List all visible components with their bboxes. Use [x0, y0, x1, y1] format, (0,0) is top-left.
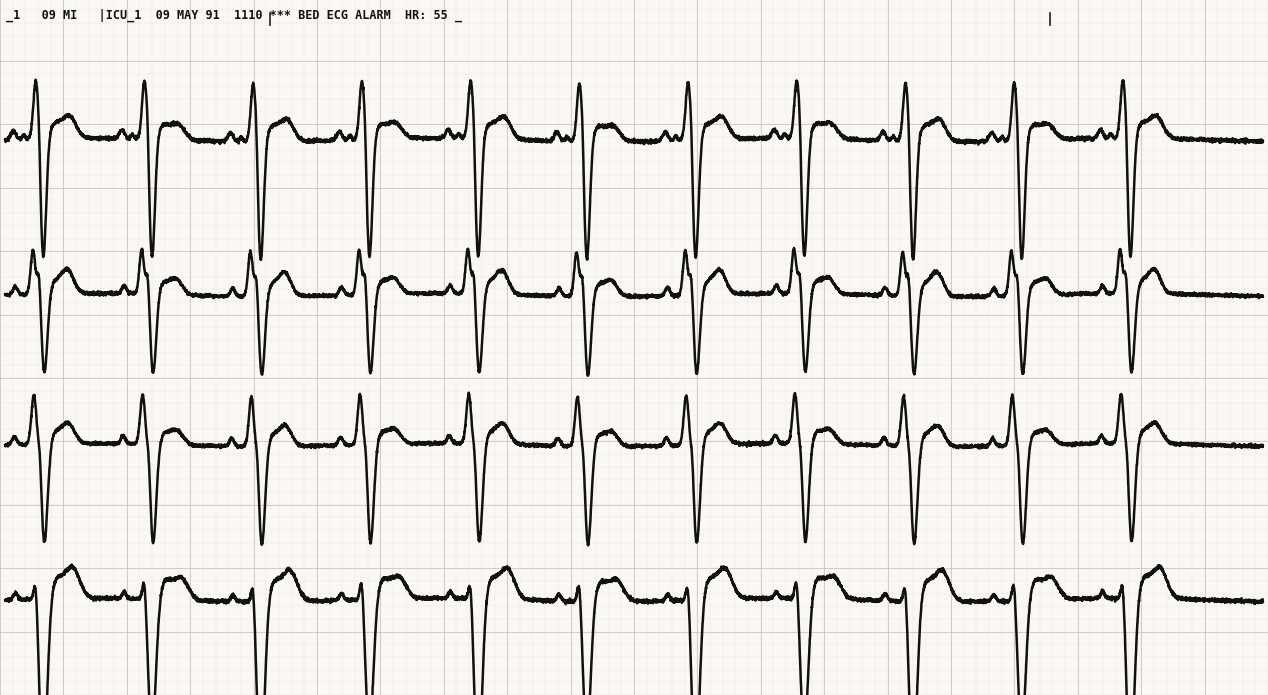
- Text: _1   09 MI   |ICU_1  09 MAY 91  1110 *** BED ECG ALARM  HR: 55 _: _1 09 MI |ICU_1 09 MAY 91 1110 *** BED E…: [6, 9, 462, 22]
